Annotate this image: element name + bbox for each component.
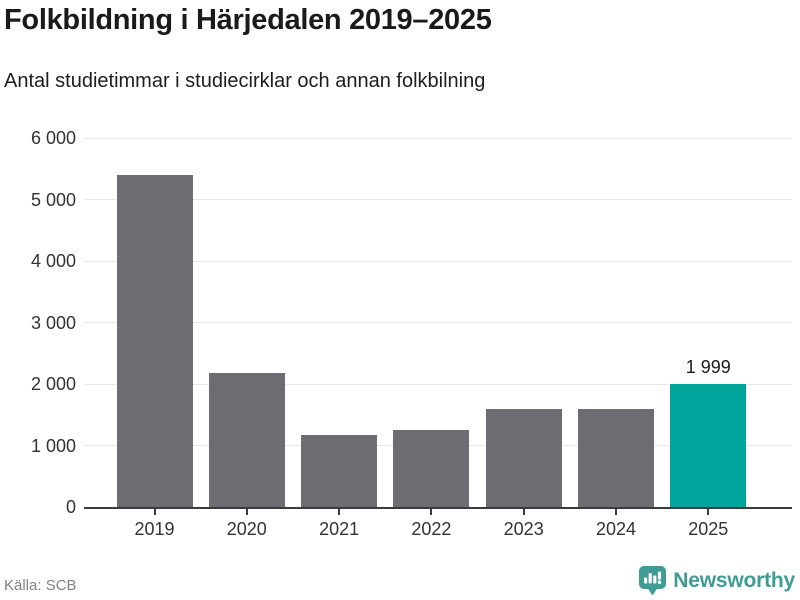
- bar-chart: 0 1 000 2 000 3 000 4 000 5 000 6 000 2019 2020 2…: [31, 128, 792, 539]
- x-axis-tick-2020: [245, 509, 248, 515]
- bar-2022: [393, 430, 470, 507]
- gridline-4000: [84, 260, 792, 262]
- bar-2025: [670, 384, 747, 507]
- x-axis-tick-2025: [707, 509, 710, 515]
- newsworthy-chart-bubble-icon: [639, 566, 667, 596]
- x-axis-label-2022: 2022: [411, 519, 452, 539]
- y-axis-label-6000: 6 000: [30, 128, 76, 148]
- x-axis-label-2021: 2021: [319, 519, 360, 539]
- bar-2019: [116, 174, 193, 507]
- x-axis-tick-2024: [615, 509, 617, 515]
- x-axis-tick-2022: [430, 509, 433, 515]
- gridline-3000: [84, 322, 792, 323]
- plot-area: 0 1 000 2 000 3 000 4 000 5 000 6 000 2019 2020 2…: [31, 128, 792, 539]
- bar-value-label-2025: 1 999: [685, 357, 731, 378]
- y-axis-label-5000: 5 000: [30, 189, 76, 210]
- x-axis-tick-2021: [338, 509, 341, 515]
- x-axis-label-2019: 2019: [134, 519, 175, 539]
- newsworthy-logo[interactable]: Newsworthy: [639, 565, 795, 597]
- chart-title: Folkbildning i Härjedalen 2019–2025: [4, 4, 492, 36]
- gridline-2000: [84, 383, 792, 385]
- x-axis-label-2020: 2020: [226, 519, 267, 539]
- source-label: Källa: SCB: [4, 577, 77, 594]
- bar-2021: [301, 435, 378, 507]
- y-axis-label-4000: 4 000: [30, 251, 76, 271]
- x-axis-label-2024: 2024: [595, 519, 637, 539]
- x-axis-tick-2019: [153, 509, 156, 515]
- x-axis-label-2025: 2025: [688, 519, 729, 539]
- x-axis-label-2023: 2023: [503, 519, 544, 539]
- chart-subtitle: Antal studietimmar i studiecirklar och a…: [4, 70, 486, 92]
- bar-2024: [578, 409, 654, 507]
- y-axis-label-0: 0: [65, 497, 76, 517]
- gridline-6000: [84, 137, 792, 139]
- x-axis-tick-2023: [522, 509, 525, 515]
- bar-2023: [485, 408, 562, 507]
- newsworthy-wordmark: Newsworthy: [673, 569, 795, 592]
- bar-2020: [208, 372, 285, 507]
- y-axis-label-2000: 2 000: [30, 374, 76, 394]
- y-axis-label-3000: 3 000: [30, 312, 76, 333]
- gridline-5000: [84, 199, 792, 200]
- y-axis-label-1000: 1 000: [30, 435, 76, 456]
